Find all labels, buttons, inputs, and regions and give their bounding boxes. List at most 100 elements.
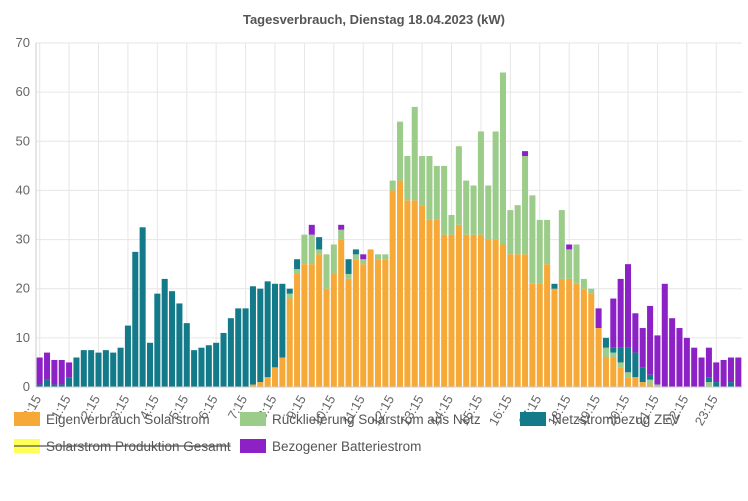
bar-segment — [367, 249, 374, 387]
bar-segment — [529, 195, 536, 284]
bar-segment — [551, 283, 558, 289]
bar-segment — [44, 379, 51, 387]
bar-segment — [279, 357, 286, 387]
bar-segment — [264, 281, 271, 378]
bar-segment — [389, 190, 396, 387]
bar-segment — [735, 357, 742, 387]
bar-segment — [352, 254, 359, 260]
bar-segment — [345, 259, 352, 274]
bar-segment — [294, 273, 301, 387]
bar-segment — [235, 308, 242, 387]
bar-segment — [639, 328, 646, 368]
bar-segment — [338, 224, 345, 230]
bar-segment — [36, 357, 43, 385]
bar-segment — [382, 259, 389, 387]
bar-segment — [66, 377, 73, 387]
bar-segment — [345, 273, 352, 279]
bar-segment — [544, 264, 551, 387]
bar-segment — [654, 335, 661, 385]
bar-segment — [345, 278, 352, 387]
bar-segment — [257, 382, 264, 387]
y-tick-label: 0 — [23, 379, 30, 394]
bar-segment — [88, 350, 95, 387]
legend-item[interactable]: Solarstrom Produktion Gesamt — [14, 439, 231, 454]
bar-segment — [463, 180, 470, 235]
legend-item[interactable]: Eigenverbrauch Solarstrom — [14, 412, 210, 427]
bar-segment — [161, 278, 168, 387]
bar-segment — [316, 249, 323, 255]
bar-segment — [249, 286, 256, 385]
legend-swatch — [520, 412, 546, 426]
bar-segment — [588, 288, 595, 294]
bar-segment — [66, 362, 73, 378]
bar-segment — [470, 234, 477, 387]
bar-segment — [419, 156, 426, 206]
legend[interactable]: Eigenverbrauch Solarstrom Rücklieferung S… — [14, 412, 680, 454]
bar-segment — [433, 219, 440, 387]
x-tick-label: 23:15 — [692, 392, 721, 428]
bar-segment — [205, 345, 212, 387]
bar-segment — [602, 347, 609, 358]
bar-segment — [360, 259, 367, 265]
bar-segment — [433, 165, 440, 220]
bar-segment — [426, 156, 433, 220]
bar-segment — [602, 357, 609, 387]
bar-segment — [455, 224, 462, 387]
bar-segment — [639, 367, 646, 383]
bar-segment — [419, 205, 426, 387]
legend-label: Netzstrombezug ZEV — [552, 412, 680, 427]
bar-segment — [485, 239, 492, 387]
legend-item[interactable]: Netzstrombezug ZEV — [520, 412, 680, 427]
bar-segment — [294, 259, 301, 270]
bar-segment — [507, 210, 514, 255]
bar-segment — [51, 384, 58, 387]
bar-segment — [169, 291, 176, 387]
legend-item[interactable]: Bezogener Batteriestrom — [240, 439, 421, 454]
legend-item[interactable]: Rücklieferung Solarstrom ans Netz — [240, 412, 481, 427]
bar-segment — [80, 350, 87, 387]
bar-segment — [588, 293, 595, 387]
bar-segment — [301, 234, 308, 265]
bar-segment — [617, 367, 624, 387]
bar-segment — [558, 210, 565, 279]
bar-segment — [705, 347, 712, 378]
bar-segment — [617, 347, 624, 363]
bar-segment — [566, 278, 573, 387]
bar-segment — [146, 342, 154, 387]
bar-segment — [485, 185, 492, 240]
bar-segment — [551, 288, 558, 387]
bar-segment — [352, 249, 359, 255]
y-tick-label: 50 — [16, 133, 30, 148]
bar-segment — [647, 379, 654, 385]
y-tick-label: 60 — [16, 84, 30, 99]
bar-segment — [316, 237, 323, 250]
bar-segment — [441, 165, 448, 235]
bar-segment — [595, 328, 602, 387]
bar-segment — [522, 254, 529, 387]
legend-swatch — [240, 412, 266, 426]
bar-segment — [264, 377, 271, 387]
bar-segment — [544, 219, 551, 265]
bar-segment — [691, 347, 698, 387]
bar-segment — [352, 259, 359, 387]
bar-segment — [426, 219, 433, 387]
bar-segment — [617, 362, 624, 368]
bar-segment — [308, 264, 315, 387]
bar-segment — [198, 347, 205, 387]
bar-segment — [294, 269, 301, 274]
bar-segment — [610, 347, 617, 353]
bar-segment — [632, 377, 639, 387]
bar-segment — [632, 313, 639, 353]
y-tick-label: 20 — [16, 281, 30, 296]
bar-segment — [536, 219, 543, 284]
y-tick-label: 30 — [16, 232, 30, 247]
bar-segment — [713, 362, 720, 383]
bar-segment — [271, 283, 279, 368]
bar-segment — [610, 298, 617, 348]
bar-segment — [397, 180, 404, 387]
bar-segment — [617, 278, 624, 348]
bar-segment — [374, 254, 381, 260]
bar-segment — [522, 151, 529, 157]
bar-segment — [610, 357, 617, 387]
